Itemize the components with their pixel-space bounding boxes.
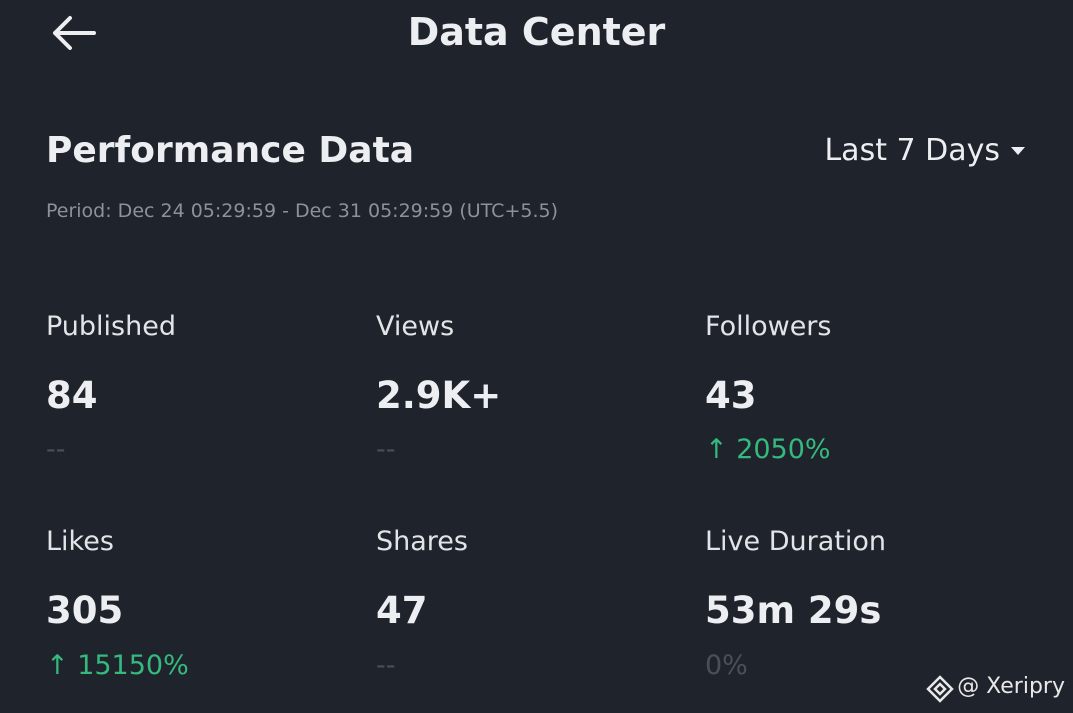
page-title: Data Center [407, 10, 666, 54]
watermark: @ Xeripry [957, 674, 1065, 699]
metric-label: Views [376, 311, 455, 342]
metric-label: Shares [376, 526, 468, 557]
metric-value: 305 [46, 589, 124, 632]
metric-label: Likes [46, 526, 114, 557]
metric-change: -- [46, 434, 66, 465]
watermark-logo [926, 675, 954, 703]
range-dropdown[interactable]: Last 7 Days [824, 133, 1000, 168]
dropdown-caret[interactable] [1010, 146, 1026, 156]
metric-label: Published [46, 311, 176, 342]
metric-value: 47 [376, 589, 428, 632]
period-text: Period: Dec 24 05:29:59 - Dec 31 05:29:5… [46, 200, 558, 222]
metric-value: 43 [705, 374, 757, 417]
metric-change: ↑ 2050% [705, 434, 831, 465]
metric-value: 53m 29s [705, 589, 882, 632]
metric-label: Followers [705, 311, 832, 342]
section-title: Performance Data [46, 130, 415, 171]
metric-change: 0% [705, 650, 748, 681]
metric-change: -- [376, 434, 396, 465]
metric-value: 84 [46, 374, 98, 417]
metric-value: 2.9K+ [376, 374, 502, 417]
back-button[interactable] [50, 14, 96, 52]
metric-change: ↑ 15150% [46, 650, 189, 681]
metric-label: Live Duration [705, 526, 886, 557]
metric-change: -- [376, 650, 396, 681]
